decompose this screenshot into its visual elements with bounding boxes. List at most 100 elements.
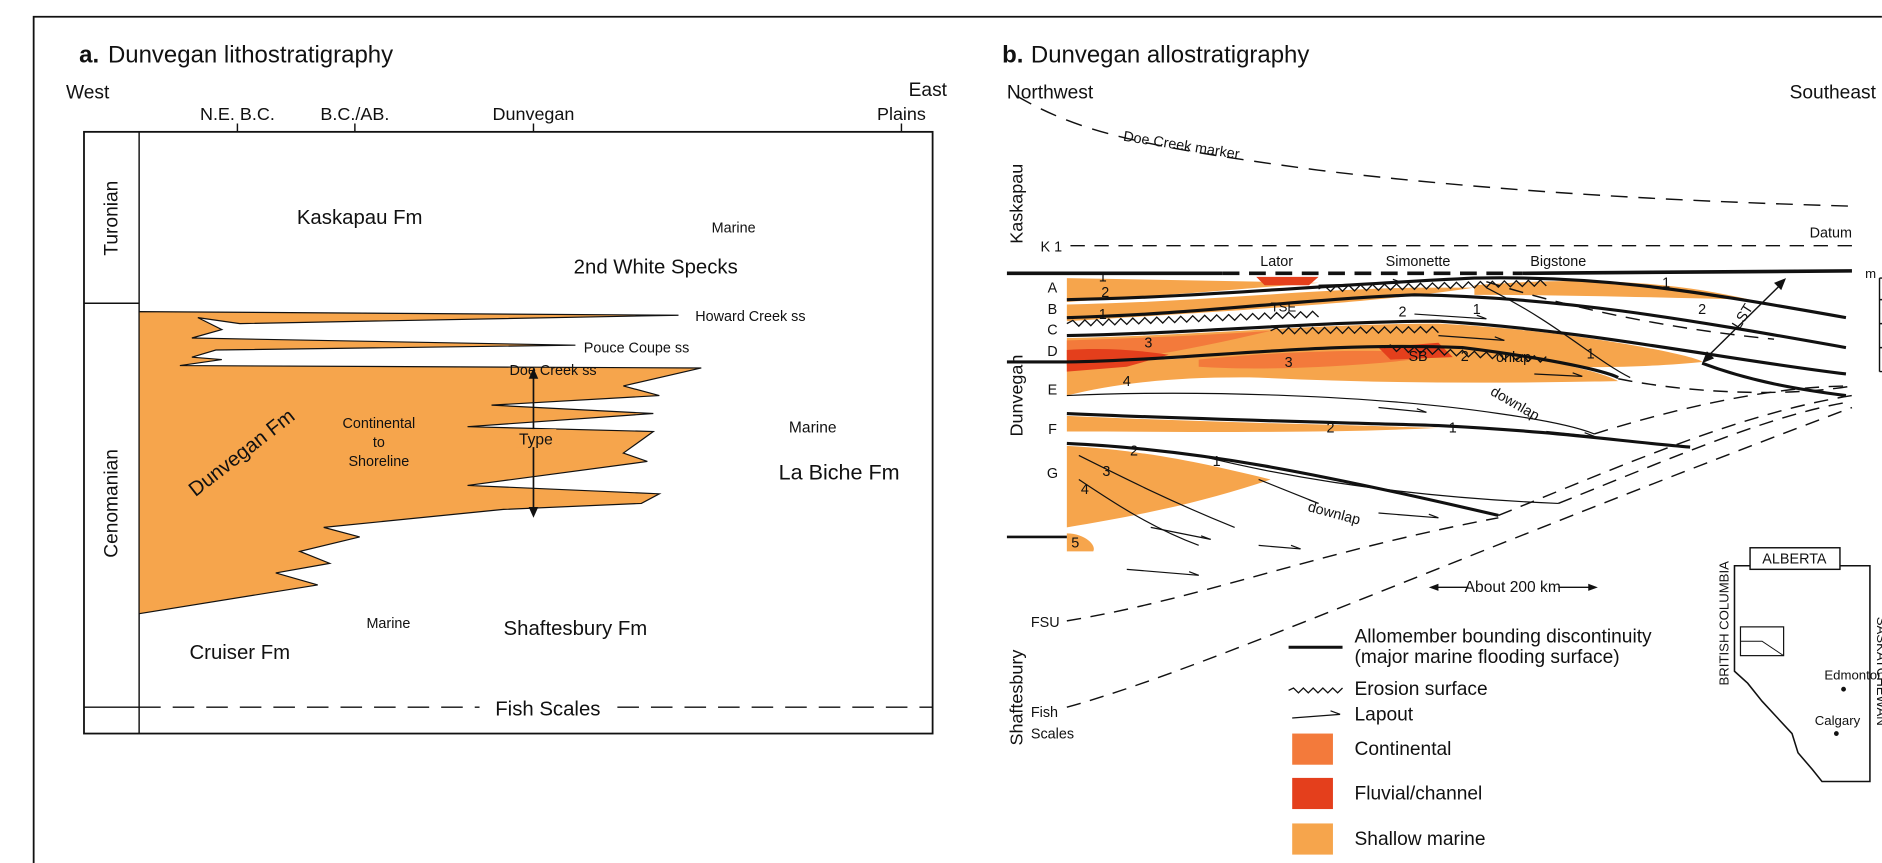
- locality-ticks: [237, 123, 901, 131]
- legend-text: Fluvial/channel: [1355, 783, 1483, 804]
- legend-lapout: [1292, 711, 1340, 718]
- subunit-number: 4: [1081, 482, 1089, 498]
- arrowhead: [1774, 278, 1786, 290]
- label: onlap: [1496, 350, 1531, 366]
- label: B: [1048, 302, 1058, 318]
- legend-fluvial: [1292, 778, 1333, 809]
- label: B.C./AB.: [320, 104, 389, 124]
- label: N.E. B.C.: [200, 104, 275, 124]
- label: TSE: [1271, 300, 1297, 315]
- label: BRITISH COLUMBIA: [1716, 561, 1731, 686]
- label: b.: [1002, 41, 1023, 68]
- subunit-number: 2: [1101, 285, 1109, 301]
- label: to: [373, 435, 385, 451]
- label: Datum: [1810, 225, 1852, 241]
- label: Simonette: [1386, 254, 1451, 270]
- label: Kaskapau Fm: [297, 207, 423, 229]
- subunit-number: 1: [1662, 276, 1670, 292]
- label: Cenomanian: [102, 449, 123, 558]
- label: Fish Scales: [495, 699, 600, 721]
- label: Shaftesbury: [1007, 650, 1027, 746]
- correlation-dashed: [1618, 379, 1852, 393]
- label: Bigstone: [1530, 254, 1586, 270]
- lapout: [1127, 569, 1199, 575]
- arrowhead: [1588, 584, 1598, 591]
- subunit-number: 3: [1102, 464, 1110, 480]
- legend-text: Continental: [1355, 739, 1452, 760]
- label: Howard Creek ss: [695, 309, 805, 325]
- correlation-dashed: [1498, 396, 1852, 516]
- label: Cruiser Fm: [189, 642, 290, 664]
- label: Scales: [1031, 726, 1074, 742]
- label: Marine: [789, 420, 837, 437]
- label: 2nd White Specks: [574, 256, 738, 278]
- study-area-line: [1740, 641, 1783, 655]
- label: D: [1047, 344, 1057, 360]
- legend-text: Allomember bounding discontinuity: [1355, 626, 1653, 647]
- subunit-number: 1: [1473, 302, 1481, 318]
- label: Doe Creek marker: [1122, 129, 1241, 163]
- legend-continental: [1292, 734, 1333, 765]
- label: Marine: [712, 221, 756, 237]
- subunit-number: 1: [1213, 454, 1221, 470]
- doe-creek-marker: [1017, 96, 1852, 206]
- legend-text: Lapout: [1355, 704, 1414, 725]
- city: [1841, 687, 1846, 692]
- label: C: [1047, 322, 1057, 338]
- label: LST: [1729, 301, 1757, 332]
- label: Lator: [1260, 254, 1293, 270]
- subunit-number: 2: [1698, 302, 1706, 318]
- city: [1834, 731, 1839, 736]
- subunit-number: 2: [1130, 443, 1138, 459]
- label: Continental: [342, 416, 415, 432]
- label: About 200 km: [1465, 579, 1561, 596]
- label: A: [1048, 280, 1058, 296]
- page: {"panel_a": {"label": "a.", "title": "Du…: [0, 0, 1882, 863]
- label: K 1: [1040, 240, 1062, 256]
- lapout: [1378, 513, 1438, 518]
- label: Dunvegan: [1007, 355, 1027, 437]
- legend-text: Erosion surface: [1355, 679, 1488, 700]
- subunit-number: 2: [1327, 421, 1335, 437]
- subunit-number: 1: [1449, 421, 1457, 437]
- label: ALBERTA: [1762, 551, 1827, 567]
- subunit-number: 4: [1123, 374, 1131, 390]
- label: a.: [79, 41, 99, 68]
- label: E: [1048, 382, 1058, 398]
- subunit-number: 3: [1144, 336, 1152, 352]
- label: Dunvegan allostratigraphy: [1031, 41, 1309, 68]
- subunit-number: 2: [1398, 304, 1406, 320]
- subunit-number: 1: [1099, 307, 1107, 323]
- label: downlap: [1306, 499, 1362, 528]
- label: Type: [519, 432, 553, 449]
- label: Doe Creek ss: [509, 363, 596, 379]
- label: West: [66, 82, 110, 103]
- label: East: [909, 80, 948, 101]
- label: FSU: [1031, 615, 1060, 631]
- arrowhead: [1429, 584, 1439, 591]
- legend-text: Shallow marine: [1355, 829, 1486, 850]
- figure: a. Dunvegan lithostratigraphy West East N.E.…: [0, 0, 1882, 863]
- fluvial-channel: [1256, 277, 1318, 285]
- arrowhead: [529, 507, 539, 518]
- label: Kaskapau: [1007, 164, 1027, 244]
- label: Marine: [366, 616, 410, 632]
- subunit-number: 1: [1099, 270, 1107, 286]
- subunit-number: 1: [1587, 346, 1595, 362]
- subunit-number: 5: [1071, 536, 1079, 552]
- shallow-marine: [1067, 446, 1271, 528]
- label: Northwest: [1007, 82, 1094, 103]
- discontinuity: [1007, 271, 1852, 273]
- label: Fish: [1031, 705, 1058, 721]
- label: downlap: [1488, 384, 1542, 425]
- label: Shaftesbury Fm: [504, 618, 648, 640]
- label: Edmonton: [1824, 668, 1882, 683]
- subunit-number: 2: [1461, 349, 1469, 365]
- label: Dunvegan: [493, 104, 575, 124]
- label: Dunvegan lithostratigraphy: [108, 41, 393, 68]
- subunit-number: 3: [1285, 355, 1293, 371]
- label: SB: [1408, 349, 1427, 365]
- label: G: [1047, 466, 1058, 482]
- label: F: [1048, 422, 1057, 438]
- label: Plains: [877, 104, 926, 124]
